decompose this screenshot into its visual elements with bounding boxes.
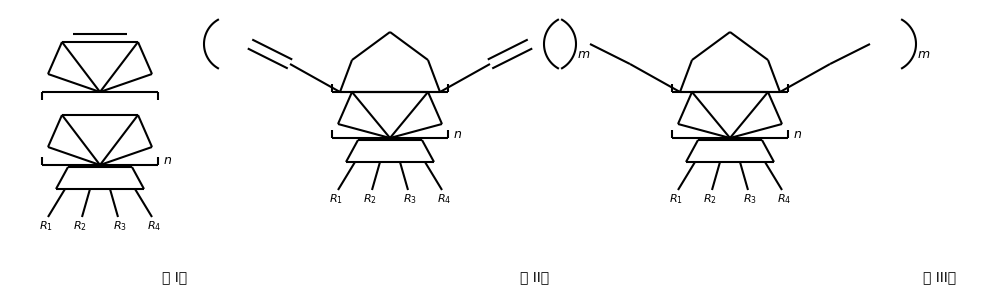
- Text: 式 I；: 式 I；: [162, 270, 188, 284]
- Text: $n$: $n$: [163, 155, 172, 168]
- Text: $R_1$: $R_1$: [669, 192, 683, 206]
- Text: $R_1$: $R_1$: [329, 192, 343, 206]
- Text: $R_3$: $R_3$: [113, 219, 127, 233]
- Text: $R_4$: $R_4$: [147, 219, 161, 233]
- Text: 式 III；: 式 III；: [923, 270, 957, 284]
- Text: $n$: $n$: [453, 127, 462, 140]
- Text: $R_4$: $R_4$: [777, 192, 791, 206]
- Text: 式 II；: 式 II；: [520, 270, 550, 284]
- Text: $R_2$: $R_2$: [73, 219, 87, 233]
- Text: $R_3$: $R_3$: [403, 192, 417, 206]
- Text: $m$: $m$: [577, 47, 590, 60]
- Text: $n$: $n$: [793, 127, 802, 140]
- Text: $R_2$: $R_2$: [363, 192, 377, 206]
- Text: $m$: $m$: [917, 47, 930, 60]
- Text: $R_3$: $R_3$: [743, 192, 757, 206]
- Text: $R_4$: $R_4$: [437, 192, 451, 206]
- Text: $R_2$: $R_2$: [703, 192, 717, 206]
- Text: $R_1$: $R_1$: [39, 219, 53, 233]
